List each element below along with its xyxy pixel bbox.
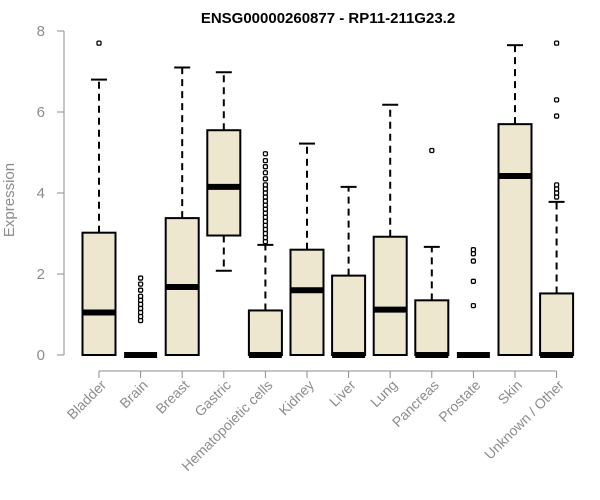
outlier-point bbox=[262, 230, 269, 237]
x-tick-label: Kidney bbox=[276, 377, 318, 419]
outlier-point bbox=[553, 186, 560, 192]
outlier-point bbox=[262, 186, 269, 192]
outlier-point bbox=[137, 281, 144, 287]
outlier-point bbox=[137, 297, 144, 303]
box-rect bbox=[289, 248, 325, 356]
box-unknown-other bbox=[539, 40, 575, 358]
outlier-point bbox=[262, 198, 269, 204]
outlier-point bbox=[137, 293, 144, 299]
box-pancreas bbox=[414, 147, 450, 358]
box-hematopoietic-cells bbox=[247, 151, 283, 358]
outlier-point bbox=[137, 287, 144, 293]
outlier-point bbox=[470, 247, 477, 253]
x-tick-label: Skin bbox=[495, 377, 526, 408]
box-rect bbox=[81, 231, 117, 356]
box-liver bbox=[331, 185, 367, 358]
outlier-point bbox=[137, 275, 144, 281]
boxes-group bbox=[81, 40, 575, 358]
chart-title: ENSG00000260877 - RP11-211G23.2 bbox=[201, 10, 455, 27]
outlier-point bbox=[262, 164, 269, 170]
x-tick-label: Prostate bbox=[435, 377, 483, 425]
outlier-point bbox=[262, 214, 269, 220]
box-prostate bbox=[456, 247, 490, 358]
outlier-point bbox=[262, 151, 269, 157]
box-brain bbox=[124, 275, 158, 358]
outlier-point bbox=[262, 206, 269, 212]
outlier-point bbox=[262, 210, 269, 216]
box-rect bbox=[539, 292, 575, 357]
box-kidney bbox=[289, 142, 325, 356]
outlier-point bbox=[137, 309, 144, 316]
y-tick-label: 0 bbox=[37, 347, 45, 364]
outlier-point bbox=[429, 147, 435, 154]
outlier-point bbox=[96, 40, 102, 46]
x-tick-label: Brain bbox=[116, 377, 150, 411]
x-tick-label: Unknown / Other bbox=[481, 377, 567, 463]
outlier-point bbox=[470, 258, 477, 264]
outlier-point bbox=[470, 278, 477, 284]
outlier-point bbox=[553, 113, 560, 119]
outlier-point bbox=[262, 226, 269, 233]
outlier-point bbox=[470, 302, 477, 309]
outlier-point bbox=[262, 194, 269, 200]
x-tick-label: Liver bbox=[326, 377, 359, 410]
outlier-point bbox=[262, 190, 269, 196]
outlier-point bbox=[262, 218, 269, 225]
box-breast bbox=[164, 66, 200, 356]
outlier-point bbox=[553, 40, 560, 46]
box-rect bbox=[414, 299, 450, 357]
y-axis-label: Expression bbox=[1, 163, 18, 237]
outlier-point bbox=[553, 190, 560, 196]
outlier-point bbox=[262, 234, 269, 241]
y-tick-label: 2 bbox=[37, 266, 45, 283]
box-lung bbox=[372, 103, 408, 357]
y-tick-label: 6 bbox=[37, 104, 45, 121]
outlier-point bbox=[262, 238, 269, 245]
box-gastric bbox=[206, 71, 242, 272]
y-tick-label: 4 bbox=[37, 185, 45, 202]
box-bladder bbox=[81, 40, 117, 356]
outlier-point bbox=[553, 97, 560, 103]
y-axis: 0 2 4 6 8 bbox=[37, 23, 65, 364]
x-tick-label: Lung bbox=[367, 377, 400, 410]
outlier-point bbox=[262, 182, 269, 188]
outlier-point bbox=[262, 157, 269, 164]
box-rect bbox=[497, 123, 533, 357]
y-tick-label: 8 bbox=[37, 23, 45, 40]
x-tick-label: Bladder bbox=[64, 377, 110, 423]
box-skin bbox=[497, 44, 533, 357]
outlier-point bbox=[470, 251, 477, 257]
box-rect bbox=[206, 129, 242, 237]
outlier-point bbox=[137, 317, 144, 324]
box-rect bbox=[247, 309, 283, 357]
outlier-point bbox=[262, 170, 269, 176]
outlier-point bbox=[262, 176, 269, 182]
x-tick-label: Breast bbox=[152, 377, 192, 417]
box-rect bbox=[372, 235, 408, 357]
outlier-point bbox=[553, 182, 560, 188]
outlier-point bbox=[553, 194, 560, 200]
box-rect bbox=[331, 274, 367, 356]
